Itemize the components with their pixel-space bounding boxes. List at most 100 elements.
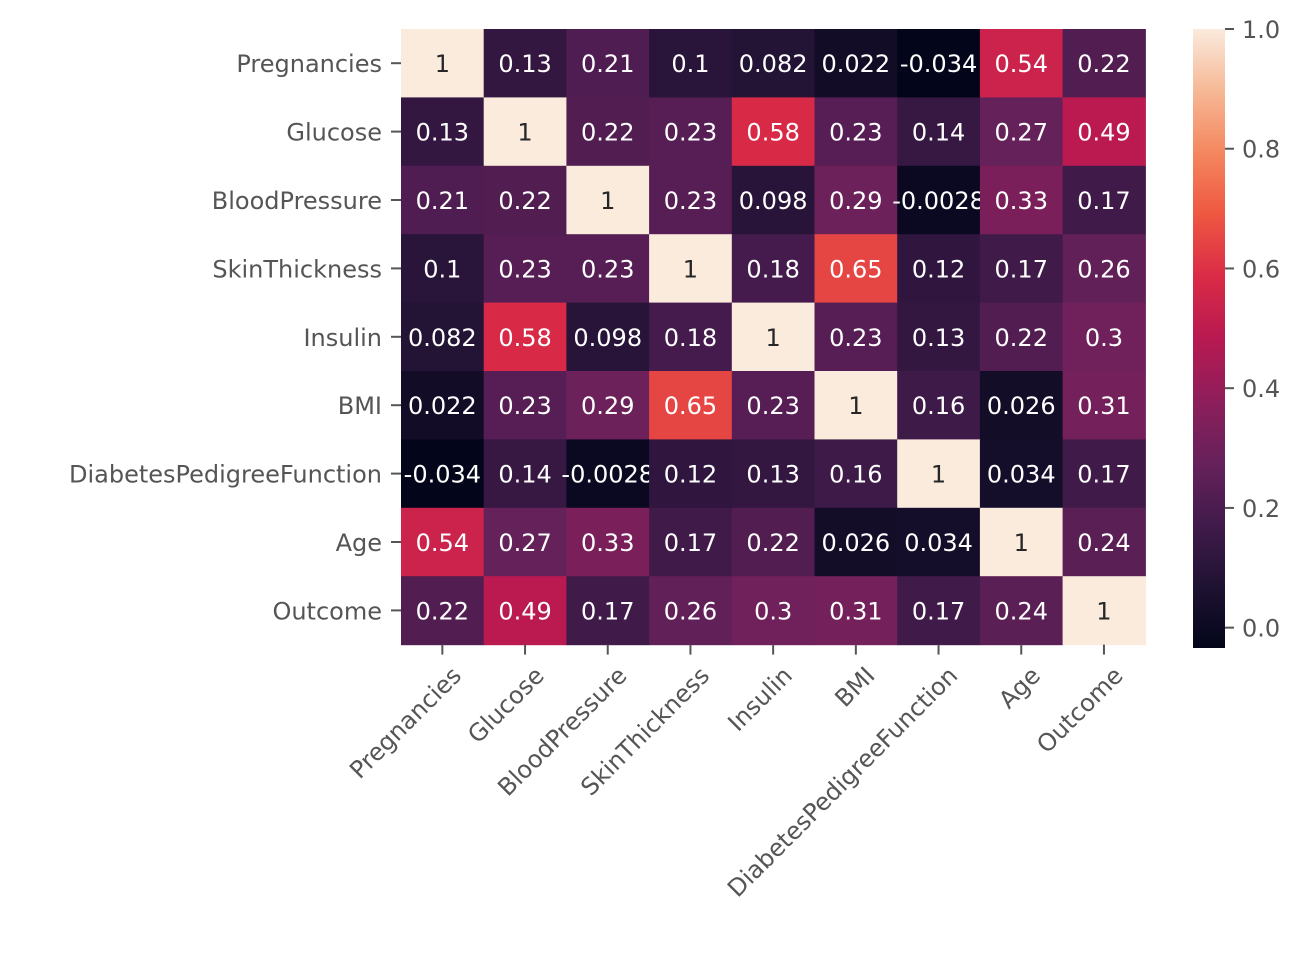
heatmap-cell	[401, 97, 485, 167]
cell-value-label: 0.034	[987, 461, 1056, 489]
colorbar-tick-label: 0.8	[1242, 136, 1280, 164]
cell-value-label: 0.23	[581, 255, 634, 283]
cell-value-label: 0.24	[1077, 529, 1130, 557]
cell-value-label: 0.098	[739, 187, 808, 215]
cell-value-label: 0.13	[416, 119, 469, 147]
heatmap-cell	[483, 29, 567, 98]
cell-value-label: 0.17	[1077, 187, 1130, 215]
cell-value-label: 0.22	[995, 324, 1048, 352]
row-label-pregnancies: Pregnancies	[236, 50, 382, 78]
cell-value-label: 0.33	[581, 529, 634, 557]
cell-value-label: 1	[600, 187, 615, 215]
cell-value-label: 0.13	[498, 50, 551, 78]
cell-value-label: 0.22	[746, 529, 799, 557]
heatmap-cell	[731, 165, 816, 235]
heatmap-cell	[979, 29, 1064, 98]
heatmap-cell	[979, 234, 1064, 304]
heatmap-cell	[566, 97, 650, 167]
heatmap-cell	[483, 234, 567, 304]
cell-value-label: 0.23	[664, 119, 717, 147]
heatmap-cell	[731, 234, 816, 304]
heatmap-cell	[1062, 439, 1146, 509]
heatmap-cell	[1062, 165, 1146, 235]
heatmap-cell	[814, 97, 898, 167]
cell-value-label: 0.12	[664, 461, 717, 489]
cell-value-label: 1	[766, 324, 781, 352]
cell-value-label: 0.21	[581, 50, 634, 78]
cell-value-label: 1	[931, 461, 946, 489]
cell-value-label: 0.3	[1085, 324, 1123, 352]
cell-value-label: 0.026	[987, 392, 1056, 420]
heatmap-cell	[401, 439, 485, 509]
column-label-pregnancies: Pregnancies	[344, 661, 467, 784]
heatmap-cell	[897, 165, 981, 235]
heatmap-cell	[401, 165, 485, 235]
heatmap-cell	[1062, 507, 1146, 577]
cell-value-label: 0.65	[664, 392, 717, 420]
cell-value-label: 0.16	[829, 461, 882, 489]
cell-value-label: 0.082	[408, 324, 477, 352]
cell-value-label: 0.26	[1077, 255, 1130, 283]
heatmap-cell	[483, 371, 567, 440]
cell-value-label: 0.18	[746, 255, 799, 283]
heatmap-cell	[731, 97, 816, 167]
heatmap-cell	[401, 507, 485, 577]
heatmap-cell	[566, 576, 650, 646]
heatmap-cell	[897, 97, 981, 167]
cell-value-label: 0.23	[829, 324, 882, 352]
cell-value-label: 0.23	[498, 255, 551, 283]
heatmap-cell	[483, 507, 567, 577]
heatmap-cell	[731, 439, 816, 509]
heatmap-cell	[649, 165, 733, 235]
heatmap-cell	[1062, 576, 1146, 646]
column-labels: PregnanciesGlucoseBloodPressureSkinThick…	[344, 644, 1129, 903]
heatmap-cell	[814, 234, 898, 304]
cell-value-label: 0.098	[573, 324, 642, 352]
heatmap-cell	[979, 371, 1064, 440]
heatmap-cell	[649, 234, 733, 304]
heatmap-cell	[1062, 29, 1146, 98]
heatmap-cell	[814, 507, 898, 577]
heatmap-cell	[566, 29, 650, 98]
heatmap-cell	[897, 576, 981, 646]
cell-value-label: 0.026	[821, 529, 890, 557]
cell-value-label: 0.21	[416, 187, 469, 215]
heatmap-cell	[897, 29, 981, 98]
cell-value-label: 0.33	[995, 187, 1048, 215]
heatmap-cell	[649, 302, 733, 372]
heatmap-cells: 1 0.13 0.21 0.1 0.082 0.022 -0.034 0.54 0.22 0.13…	[401, 29, 1146, 646]
row-label-skinthickness: SkinThickness	[212, 255, 382, 283]
cell-value-label: 0.65	[829, 255, 882, 283]
heatmap-cell	[1062, 302, 1146, 372]
cell-value-label: 0.1	[423, 255, 461, 283]
row-labels: Pregnancies Glucose BloodPressure SkinThick…	[69, 50, 401, 625]
heatmap-cell	[979, 439, 1064, 509]
cell-value-label: 1	[1096, 597, 1111, 625]
cell-value-label: 0.58	[746, 119, 799, 147]
cell-value-label: 1	[848, 392, 863, 420]
cell-value-label: 0.1	[671, 50, 709, 78]
heatmap-cell	[731, 576, 816, 646]
cell-value-label: 0.23	[664, 187, 717, 215]
heatmap-cell	[814, 576, 898, 646]
cell-value-label: 0.16	[912, 392, 965, 420]
heatmap-cell	[649, 29, 733, 98]
cell-value-label: 1	[435, 50, 450, 78]
heatmap-cell	[1062, 234, 1146, 304]
cell-value-label: 0.23	[829, 119, 882, 147]
heatmap-cell	[979, 507, 1064, 577]
cell-value-label: 0.26	[664, 597, 717, 625]
colorbar-tick-label: 0.4	[1242, 375, 1280, 403]
heatmap-cell	[897, 439, 981, 509]
heatmap-cell	[401, 234, 485, 304]
heatmap-cell	[814, 302, 898, 372]
heatmap-cell	[649, 371, 733, 440]
cell-value-label: 0.27	[995, 119, 1048, 147]
heatmap-cell	[401, 371, 485, 440]
row-label-age: Age	[336, 529, 382, 557]
cell-value-label: 0.022	[408, 392, 477, 420]
row-label-bloodpressure: BloodPressure	[212, 187, 382, 215]
cell-value-label: 0.14	[912, 119, 965, 147]
cell-value-label: 0.13	[912, 324, 965, 352]
